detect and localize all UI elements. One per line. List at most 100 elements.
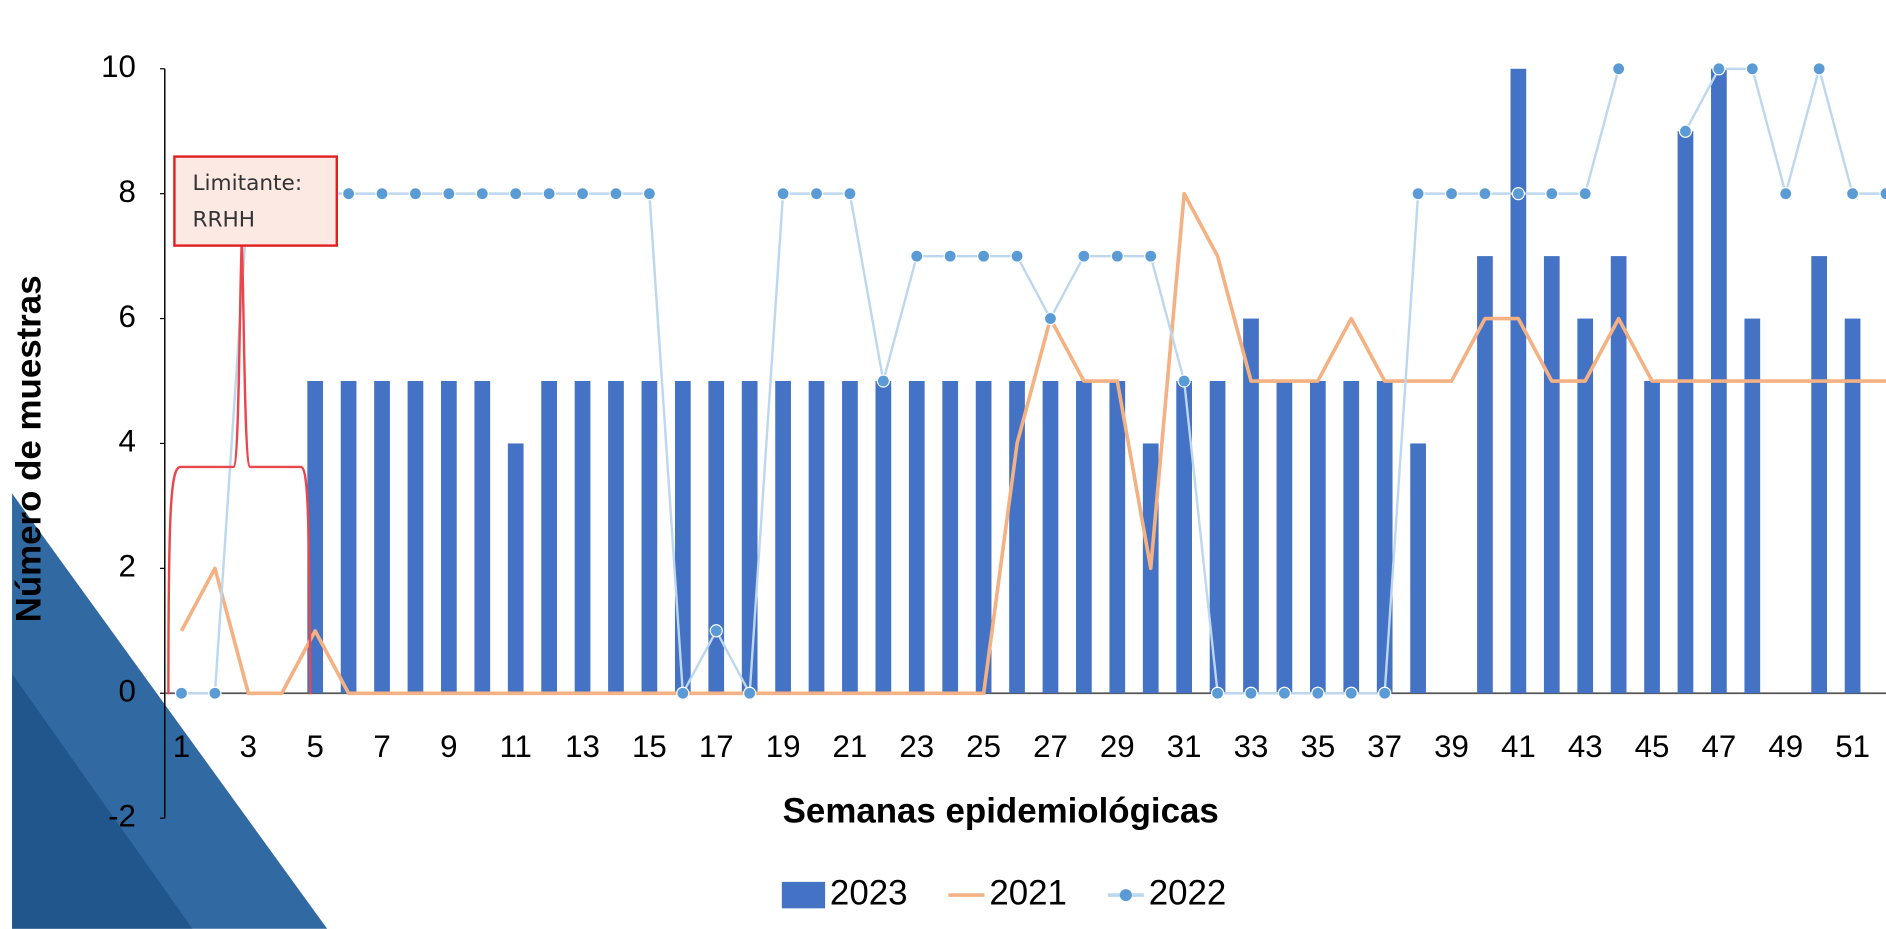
bar <box>775 381 791 693</box>
line-marker <box>1111 250 1123 262</box>
bar <box>1744 319 1760 694</box>
annotation-text: RRHH <box>192 207 255 232</box>
bar <box>1845 319 1861 694</box>
bar <box>1644 381 1660 693</box>
line-marker <box>1446 188 1458 200</box>
line-marker <box>1345 687 1357 699</box>
x-tick-label: 45 <box>1635 729 1670 764</box>
x-tick-label: 31 <box>1167 729 1202 764</box>
y-axis-title: Número de muestras <box>9 275 48 622</box>
line-marker <box>510 188 522 200</box>
bar <box>1511 69 1527 693</box>
annotation-bracket <box>168 241 310 694</box>
x-tick-label: 3 <box>240 729 257 764</box>
bar <box>575 381 591 693</box>
x-tick-label: 39 <box>1434 729 1469 764</box>
line-marker <box>476 188 488 200</box>
line <box>182 194 1886 694</box>
annotation-text: Limitante: <box>192 171 302 196</box>
legend: 202320212022 <box>782 873 1226 912</box>
y-tick-label: 0 <box>119 673 136 708</box>
line-marker <box>577 188 589 200</box>
legend-swatch <box>782 882 825 908</box>
line-marker <box>610 188 622 200</box>
y-tick-label: 10 <box>101 49 136 84</box>
x-tick-label: 35 <box>1300 729 1335 764</box>
x-tick-label: 1 <box>173 729 190 764</box>
bar <box>408 381 424 693</box>
y-tick-label: 6 <box>119 299 136 334</box>
legend-label: 2023 <box>830 873 908 912</box>
x-axis-title: Semanas epidemiológicas <box>783 792 1219 831</box>
line-marker <box>1379 687 1391 699</box>
line-marker <box>877 375 889 387</box>
line-marker <box>1145 250 1157 262</box>
x-tick-label: 37 <box>1367 729 1402 764</box>
bar <box>875 381 891 693</box>
bar <box>1410 443 1426 693</box>
line-marker <box>1245 687 1257 699</box>
bar <box>541 381 557 693</box>
x-tick-label: 5 <box>306 729 323 764</box>
x-tick-label: 23 <box>899 729 934 764</box>
y-tick-label: 4 <box>119 424 136 459</box>
bar <box>374 381 390 693</box>
line-marker <box>343 188 355 200</box>
x-tick-label: 29 <box>1100 729 1135 764</box>
x-tick-label: 41 <box>1501 729 1536 764</box>
x-tick-label: 47 <box>1702 729 1737 764</box>
line-marker <box>1713 63 1725 75</box>
line-marker <box>1746 63 1758 75</box>
bar <box>1277 381 1293 693</box>
line-marker <box>1780 188 1792 200</box>
line-marker <box>911 250 923 262</box>
plot-area: -202468101357911131517192123252729313335… <box>101 49 1886 833</box>
line-marker <box>677 687 689 699</box>
bar <box>842 381 858 693</box>
x-tick-label: 33 <box>1234 729 1269 764</box>
x-tick-label: 13 <box>565 729 600 764</box>
x-tick-label: 19 <box>766 729 801 764</box>
x-tick-label: 25 <box>966 729 1001 764</box>
bar <box>1109 381 1125 693</box>
x-tick-label: 43 <box>1568 729 1603 764</box>
line-marker <box>1044 313 1056 325</box>
bar <box>441 381 457 693</box>
x-tick-label: 9 <box>440 729 457 764</box>
line-marker <box>1880 188 1886 200</box>
x-tick-label: 49 <box>1768 729 1803 764</box>
line-marker <box>1178 375 1190 387</box>
line-marker <box>777 188 789 200</box>
bar <box>675 381 691 693</box>
line-marker <box>643 188 655 200</box>
line-marker <box>710 625 722 637</box>
bar <box>1310 381 1326 693</box>
line-marker <box>1847 188 1859 200</box>
bar <box>1043 381 1059 693</box>
line-marker <box>1813 63 1825 75</box>
line-marker <box>1011 250 1023 262</box>
bar <box>341 381 357 693</box>
bar <box>1343 381 1359 693</box>
y-tick-label: -2 <box>108 798 136 833</box>
bar <box>1811 256 1827 693</box>
x-tick-label: 21 <box>833 729 868 764</box>
line-marker <box>1078 250 1090 262</box>
line-marker <box>744 687 756 699</box>
line-marker <box>376 188 388 200</box>
line-marker <box>1613 63 1625 75</box>
line-marker <box>1579 188 1591 200</box>
bar <box>1577 319 1593 694</box>
y-tick-label: 8 <box>119 174 136 209</box>
line-marker <box>944 250 956 262</box>
line-marker <box>443 188 455 200</box>
x-tick-label: 27 <box>1033 729 1068 764</box>
bar <box>508 443 524 693</box>
line-marker <box>810 188 822 200</box>
legend-marker <box>1120 889 1132 901</box>
bar <box>1678 131 1694 693</box>
bar <box>909 381 925 693</box>
bar <box>1377 381 1393 693</box>
bar <box>742 381 758 693</box>
page: {"chart_data": { "type": "combo", "x_lab… <box>0 0 1886 929</box>
